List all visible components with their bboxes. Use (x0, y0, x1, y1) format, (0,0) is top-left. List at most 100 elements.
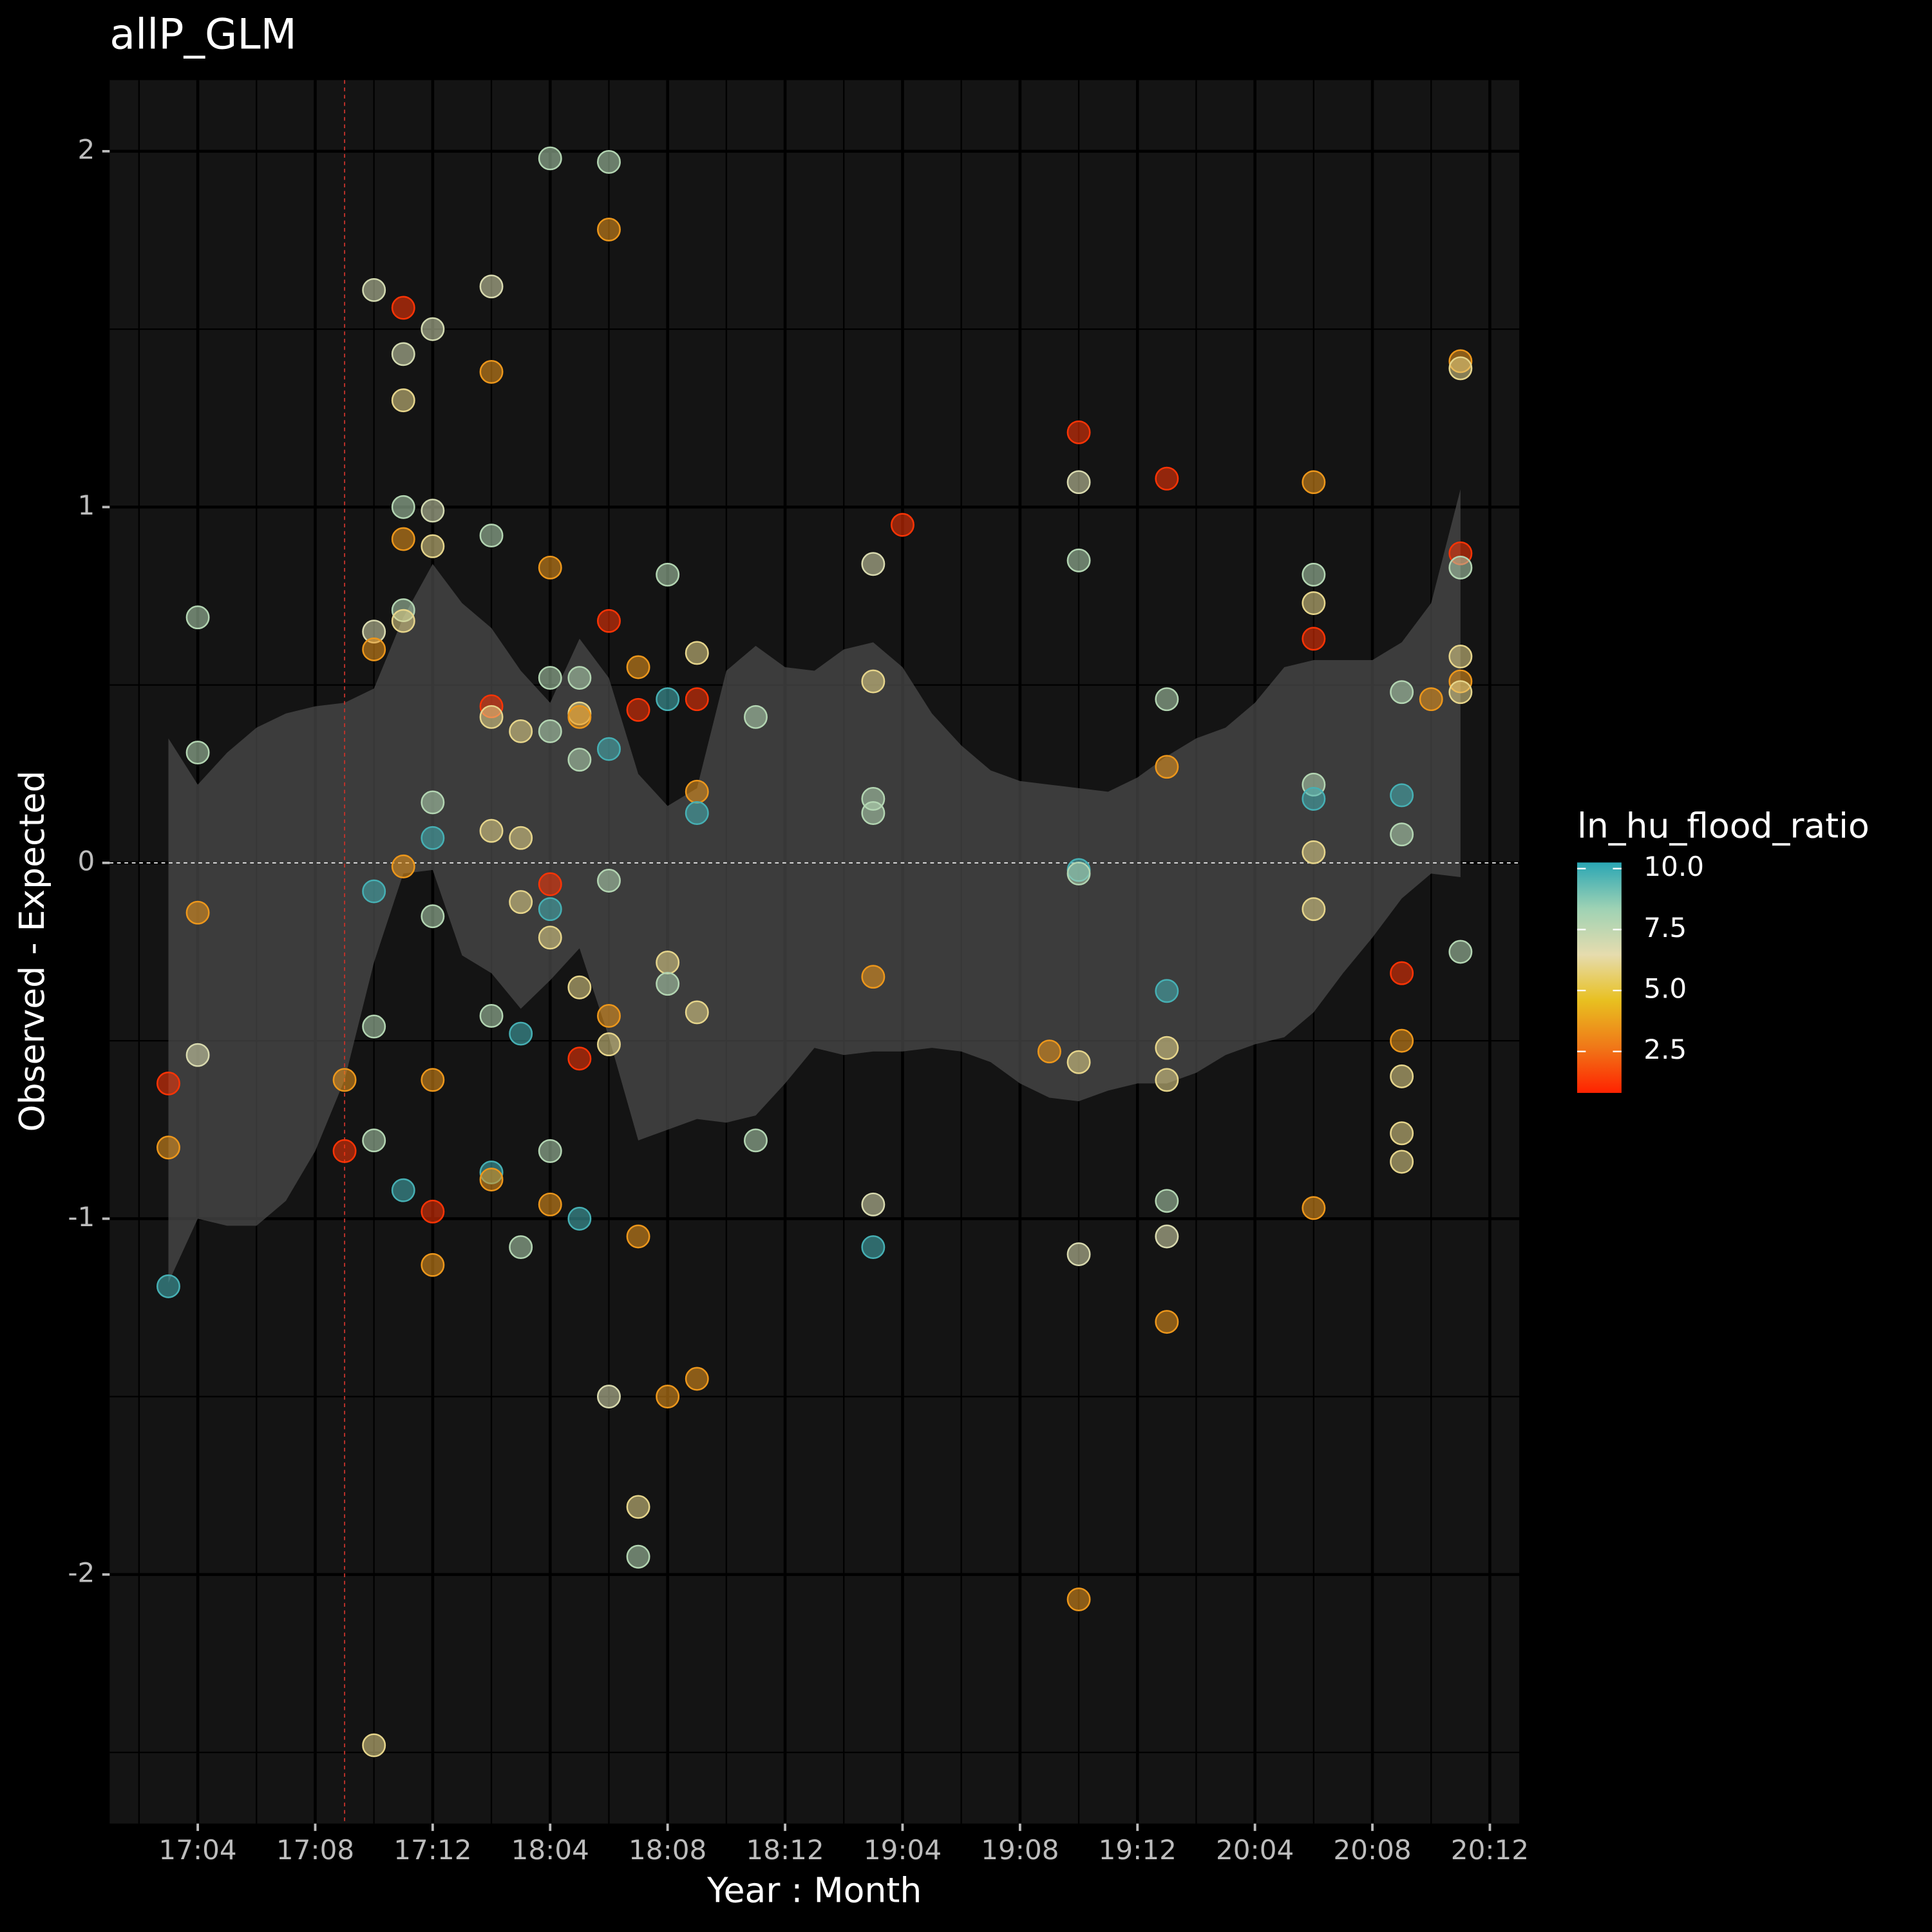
point (509, 719, 533, 743)
point (509, 1235, 533, 1260)
point (685, 779, 709, 804)
point (1448, 555, 1473, 580)
point (1155, 979, 1179, 1003)
point (1066, 1242, 1091, 1267)
point (1448, 680, 1473, 705)
point (1302, 627, 1326, 651)
point (597, 217, 621, 242)
point (1390, 1121, 1414, 1146)
point (391, 527, 415, 551)
point (1155, 687, 1179, 712)
point (1037, 1039, 1061, 1064)
point (1302, 786, 1326, 811)
point (538, 719, 562, 743)
point (685, 801, 709, 825)
point (626, 655, 650, 679)
point (538, 1139, 562, 1163)
x-tick-label: 19:04 (864, 1834, 942, 1866)
point (156, 1135, 180, 1160)
point (1390, 961, 1414, 985)
colorbar-tick-label: 5.0 (1643, 973, 1687, 1005)
point (421, 1253, 445, 1277)
point (391, 342, 415, 366)
point (1302, 562, 1326, 587)
point (1448, 644, 1473, 668)
point (656, 972, 680, 996)
point (861, 801, 886, 825)
point (421, 317, 445, 341)
point (362, 879, 386, 904)
y-axis-title: Observed - Expected (12, 771, 52, 1132)
point (391, 388, 415, 413)
point (538, 872, 562, 896)
point (479, 1003, 504, 1028)
point (185, 605, 210, 630)
point (362, 1733, 386, 1757)
x-tick-label: 18:12 (746, 1834, 824, 1866)
y-tick-label: -2 (68, 1557, 95, 1588)
point (479, 819, 504, 843)
point (1390, 1028, 1414, 1053)
point (861, 1192, 886, 1217)
point (626, 1544, 650, 1569)
point (597, 869, 621, 893)
point (185, 1043, 210, 1067)
point (656, 562, 680, 587)
point (185, 741, 210, 765)
point (391, 495, 415, 519)
point (1155, 1036, 1179, 1060)
point (861, 552, 886, 576)
x-tick-label: 20:08 (1333, 1834, 1411, 1866)
point (538, 666, 562, 690)
point (1419, 687, 1443, 712)
point (332, 1139, 357, 1163)
point (362, 1128, 386, 1153)
x-tick-label: 18:04 (511, 1834, 589, 1866)
point (597, 149, 621, 174)
point (685, 687, 709, 712)
point (391, 1178, 415, 1202)
point (1066, 548, 1091, 573)
point (1155, 1224, 1179, 1249)
point (656, 687, 680, 712)
point (626, 1495, 650, 1519)
point (421, 1199, 445, 1224)
point (567, 748, 592, 772)
point (421, 1068, 445, 1092)
point (567, 1206, 592, 1231)
y-tick-label: 1 (78, 489, 95, 521)
confidence-band (168, 489, 1461, 1283)
point (1155, 1068, 1179, 1092)
point (421, 534, 445, 558)
point (891, 513, 914, 537)
point (538, 555, 562, 580)
x-tick-label: 20:04 (1216, 1834, 1294, 1866)
point (421, 790, 445, 815)
point (479, 359, 504, 384)
point (1390, 822, 1414, 847)
point (1390, 783, 1414, 808)
point (1302, 470, 1326, 495)
point (538, 146, 562, 171)
chart-title: allP_GLM (109, 10, 297, 59)
point (156, 1071, 180, 1095)
point (626, 697, 650, 722)
point (1302, 1196, 1326, 1220)
point (509, 1021, 533, 1046)
point (362, 278, 386, 302)
point (626, 1224, 650, 1249)
y-tick-label: 2 (78, 133, 95, 165)
point (421, 904, 445, 929)
point (1448, 356, 1473, 381)
point (744, 1128, 768, 1153)
point (391, 296, 415, 320)
point (1302, 840, 1326, 864)
x-tick-label: 17:04 (158, 1834, 236, 1866)
point (1155, 755, 1179, 779)
point (538, 1192, 562, 1217)
point (185, 900, 210, 925)
point (156, 1274, 180, 1298)
point (656, 1385, 680, 1409)
point (1390, 1150, 1414, 1174)
